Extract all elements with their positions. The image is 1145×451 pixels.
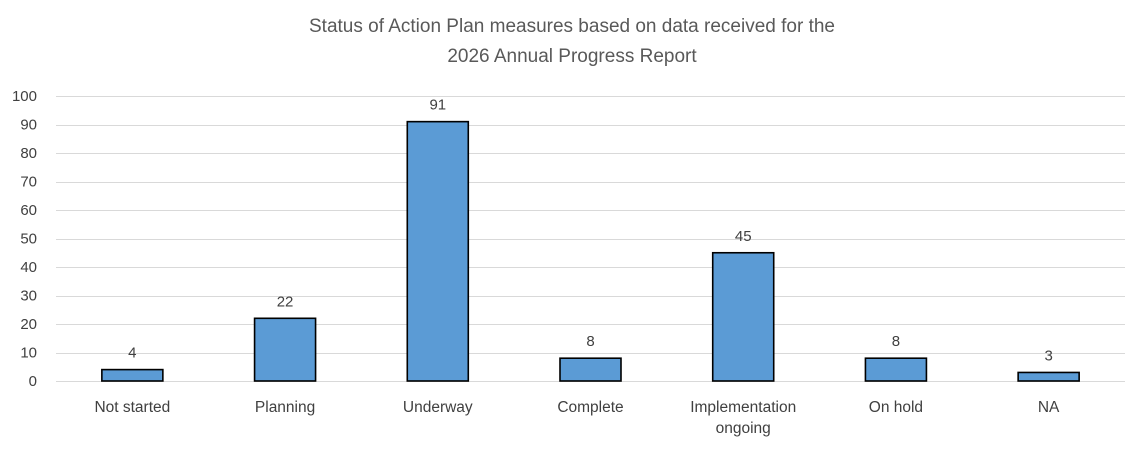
gridlines [56,96,1125,382]
bars [101,120,1080,382]
y-tick-label: 80 [20,145,37,162]
data-label: 22 [277,293,294,310]
data-label: 45 [735,228,752,245]
data-label: 91 [429,97,446,114]
y-tick-label: 100 [12,88,37,105]
category-label: NA [1038,399,1060,416]
y-axis-tick-labels: 0 10 20 30 40 50 60 70 80 90 100 [12,88,37,390]
y-tick-label: 90 [20,117,37,134]
data-label: 8 [586,333,594,350]
chart-title: Status of Action Plan measures based on … [309,16,835,67]
y-tick-label: 60 [20,202,37,219]
bar-na [1017,371,1080,382]
category-label: ongoing [716,420,771,437]
bar-not-started [101,368,164,382]
category-label: Underway [403,399,473,416]
bar-on-hold [864,357,928,382]
data-labels: 4 22 91 8 45 8 3 [128,97,1053,365]
chart-title-line-1: Status of Action Plan measures based on … [309,16,835,37]
category-label: Complete [557,399,623,416]
data-label: 4 [128,345,136,362]
category-label: Planning [255,399,315,416]
bar-planning [253,317,317,382]
category-label: Implementation [690,399,796,416]
data-label: 3 [1044,347,1052,364]
x-axis-category-labels: Not started Planning Underway Complete Imple… [94,399,1060,437]
data-label: 8 [892,333,900,350]
category-label: Not started [94,399,170,416]
bar-implementation-ongoing [711,251,775,382]
y-tick-label: 30 [20,288,37,305]
y-tick-label: 0 [29,373,37,390]
y-tick-label: 40 [20,259,37,276]
y-tick-label: 50 [20,231,37,248]
y-tick-label: 20 [20,316,37,333]
bar-complete [559,357,622,382]
bar-underway [406,120,470,382]
y-tick-label: 70 [20,174,37,191]
category-label: On hold [869,399,923,416]
chart-title-line-2: 2026 Annual Progress Report [447,46,697,67]
y-tick-label: 10 [20,345,37,362]
